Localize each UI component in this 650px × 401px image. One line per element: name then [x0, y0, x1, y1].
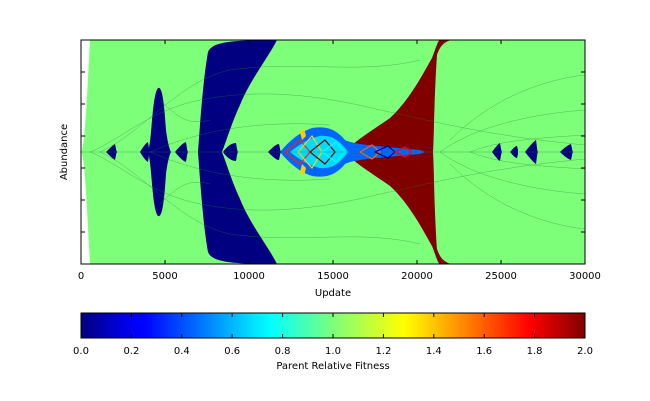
population-low-fitness-area — [198, 40, 277, 264]
population-yellow-variant — [300, 128, 306, 176]
x-axis-label: Update — [315, 288, 351, 299]
colorbar-tick-label: 0.2 — [123, 346, 139, 357]
x-tick-label: 30000 — [569, 271, 601, 282]
x-tick-label: 5000 — [152, 271, 177, 282]
colorbar-tick-label: 2.0 — [577, 346, 593, 357]
y-axis — [81, 39, 585, 233]
y-axis-label: Abundance — [59, 124, 70, 180]
colorbar-tick-label: 1.6 — [476, 346, 492, 357]
x-axis: 0 5000 10000 15000 20000 25000 30000 — [78, 40, 601, 282]
colorbar-label: Parent Relative Fitness — [276, 361, 389, 372]
colorbar-tick-label: 1.0 — [325, 346, 341, 357]
colorbar-tick-label: 1.4 — [426, 346, 442, 357]
colorbar-ticks: 0.0 0.2 0.4 0.6 0.8 1.0 1.2 1.4 1.6 1.8 2.0 — [73, 313, 593, 357]
colorbar-tick-label: 0.6 — [224, 346, 240, 357]
x-tick-label: 0 — [78, 271, 84, 282]
colorbar-tick-label: 0.0 — [73, 346, 89, 357]
x-tick-label: 20000 — [401, 271, 433, 282]
colorbar-tick-label: 0.4 — [174, 346, 190, 357]
x-tick-label: 25000 — [485, 271, 517, 282]
lineage-boundary-lines — [89, 59, 585, 245]
x-tick-label: 15000 — [317, 271, 349, 282]
x-tick-label: 10000 — [233, 271, 265, 282]
muller-plot-area — [81, 40, 585, 264]
colorbar-tick-label: 1.2 — [375, 346, 391, 357]
colorbar-tick-label: 1.8 — [527, 346, 543, 357]
colorbar-tick-label: 0.8 — [275, 346, 291, 357]
colorbar — [80, 312, 586, 339]
